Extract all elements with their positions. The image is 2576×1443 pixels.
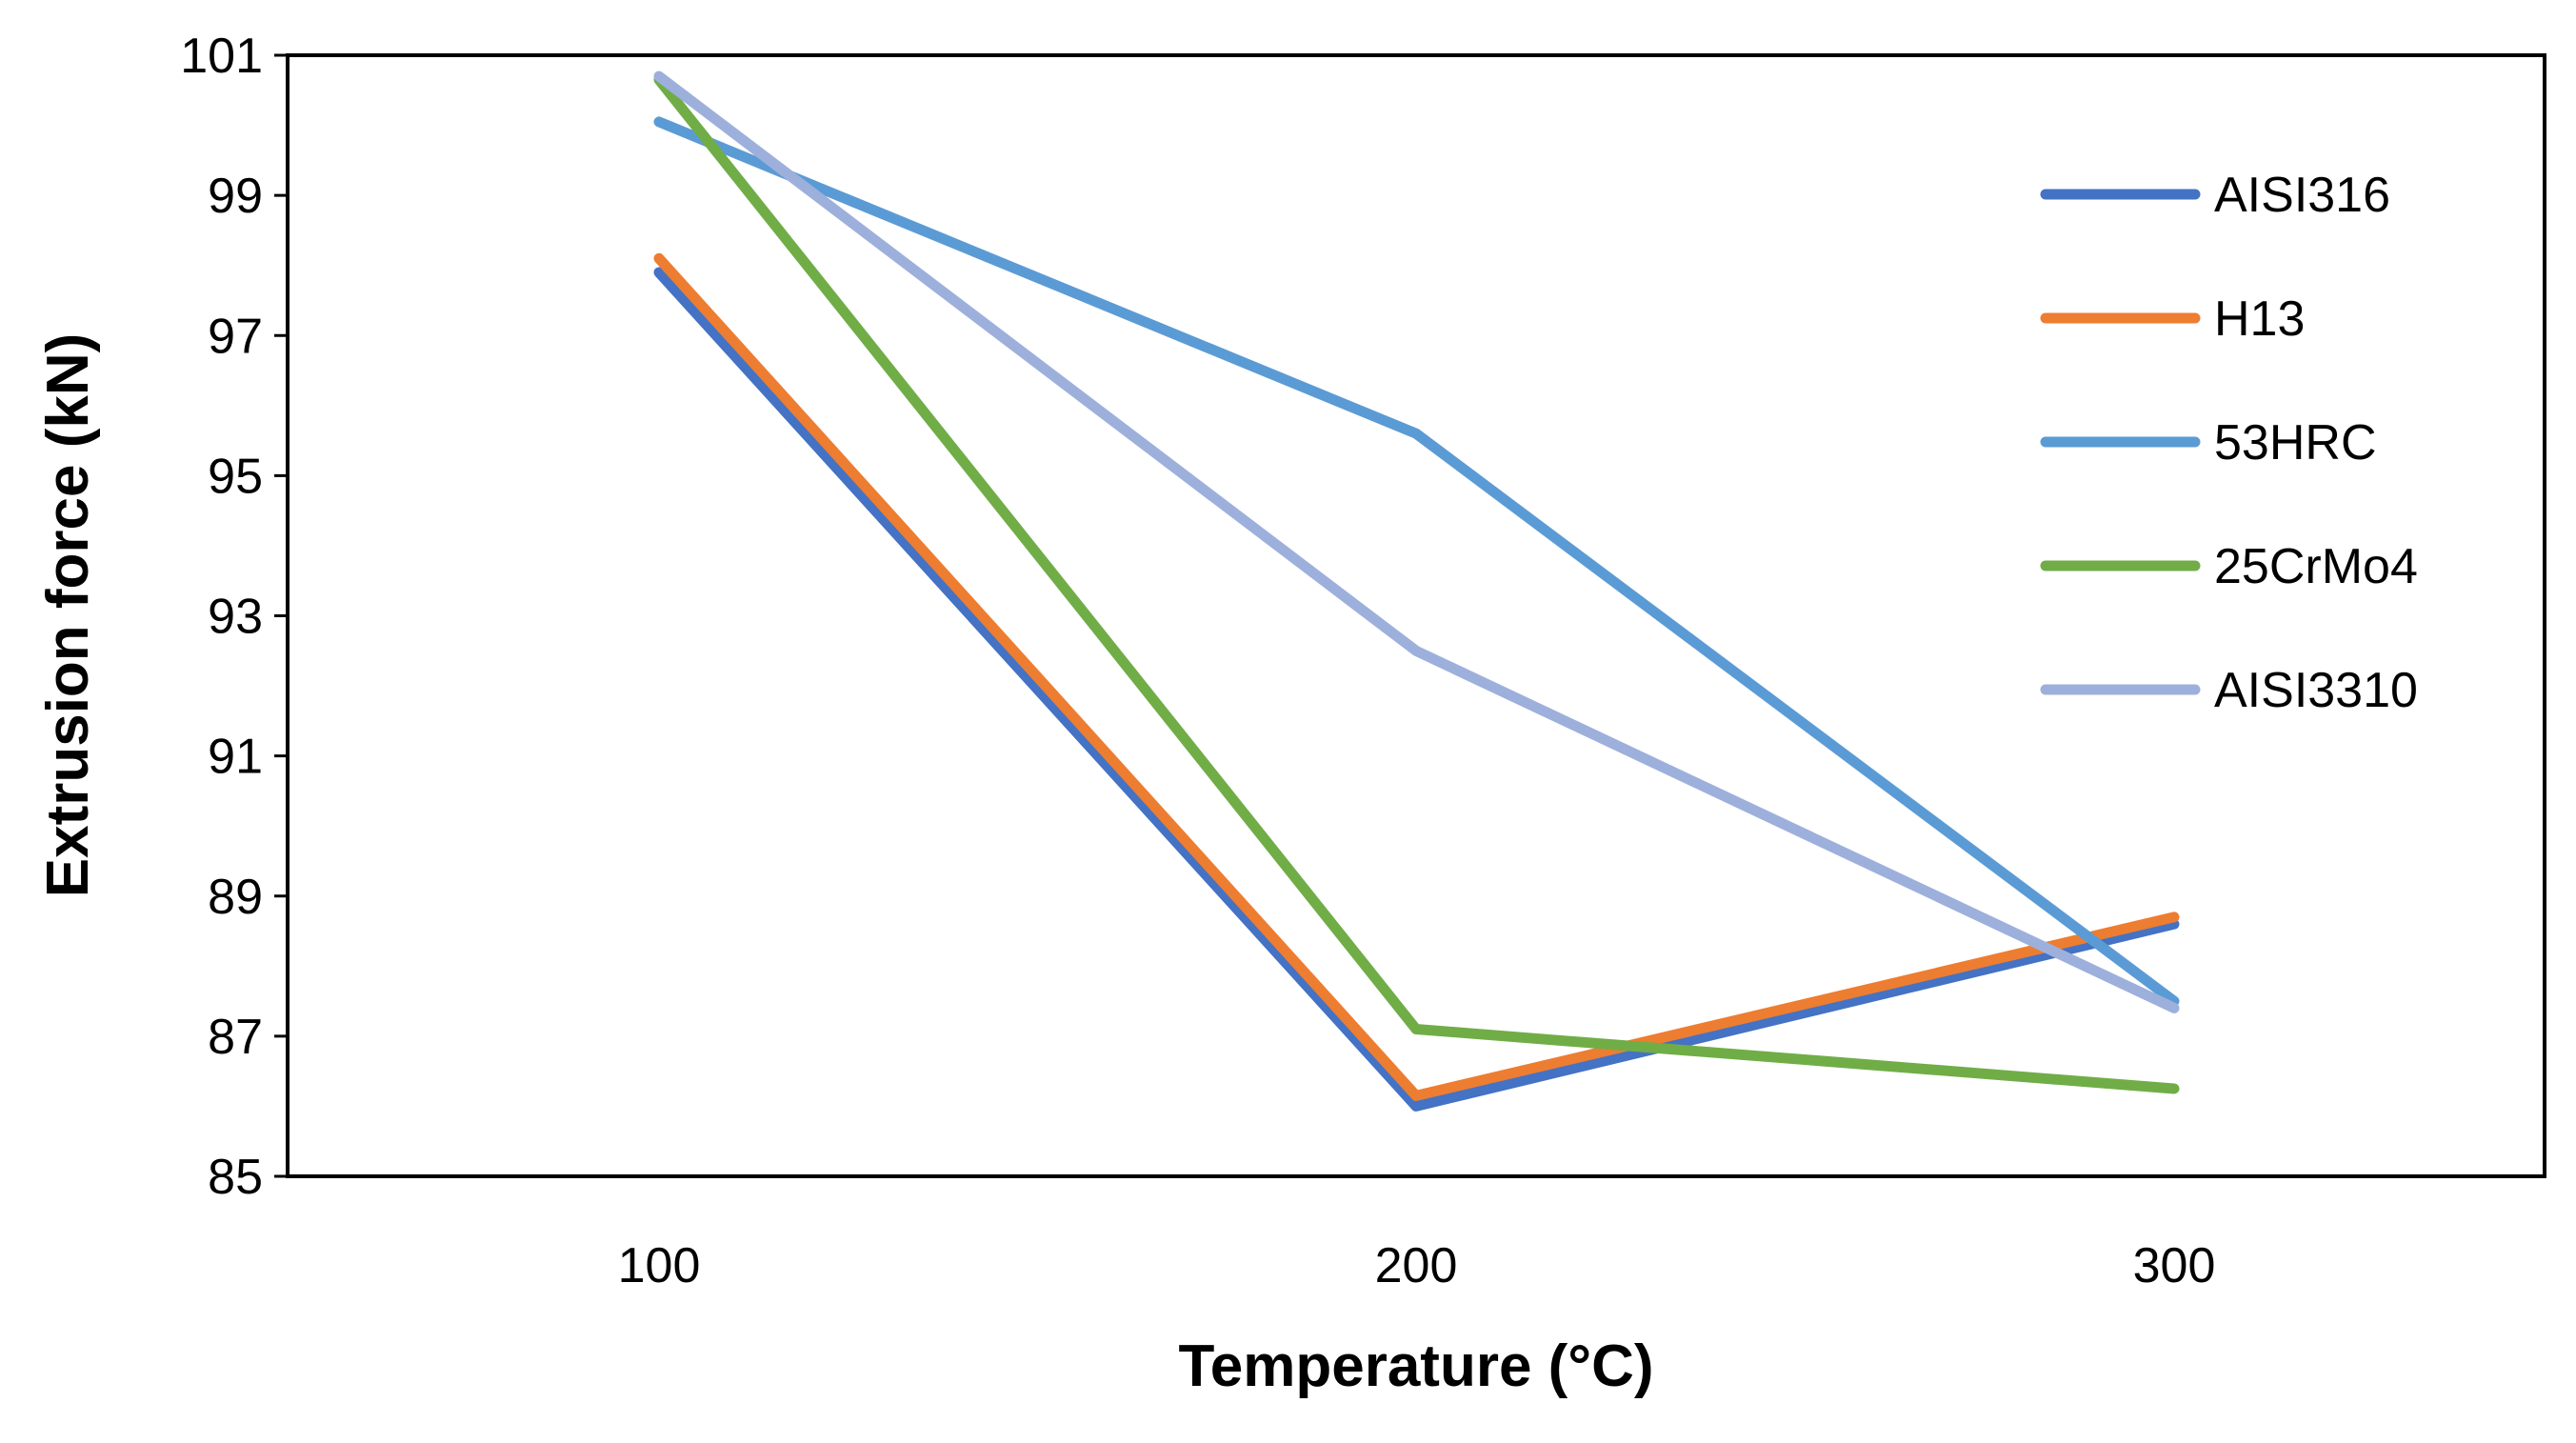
series-lines xyxy=(653,70,2180,1112)
data-point-53hrc xyxy=(2173,1000,2175,1003)
data-point-aisi3310 xyxy=(658,75,660,78)
x-tick-label: 300 xyxy=(2133,1238,2216,1293)
data-point-25crmo4 xyxy=(1415,1028,1417,1031)
y-tick-label: 99 xyxy=(208,169,263,224)
y-tick-label: 87 xyxy=(208,1010,263,1065)
legend: AISI316 H13 53HRC 25CrMo4 AISI3310 xyxy=(2040,168,2418,718)
y-tick-label: 85 xyxy=(208,1150,263,1205)
data-point-h13 xyxy=(658,257,660,260)
legend-label-25crmo4: 25CrMo4 xyxy=(2214,539,2418,594)
data-point-53hrc xyxy=(658,120,660,123)
y-tick-label: 89 xyxy=(208,870,263,925)
data-point-aisi316 xyxy=(1415,1105,1417,1108)
data-point-53hrc xyxy=(1415,432,1417,435)
legend-label-h13: H13 xyxy=(2214,291,2305,347)
x-tick-label: 200 xyxy=(1375,1238,1458,1293)
y-tick-label: 91 xyxy=(208,730,263,785)
data-point-aisi3310 xyxy=(2173,1007,2175,1010)
data-point-h13 xyxy=(1415,1094,1417,1097)
y-axis-title: Extrusion force (kN) xyxy=(35,333,101,898)
legend-label-53hrc: 53HRC xyxy=(2214,415,2377,471)
data-point-25crmo4 xyxy=(2173,1088,2175,1090)
legend-label-aisi316: AISI316 xyxy=(2214,168,2390,223)
data-point-h13 xyxy=(2173,915,2175,918)
x-tick-label: 100 xyxy=(618,1238,701,1293)
y-axis: 85 87 89 91 93 95 97 99 101 xyxy=(180,29,288,1205)
data-point-aisi316 xyxy=(2173,923,2175,926)
y-tick-label: 93 xyxy=(208,590,263,645)
y-tick-label: 97 xyxy=(208,309,263,364)
data-point-aisi316 xyxy=(658,271,660,273)
y-tick-label: 101 xyxy=(180,29,263,84)
legend-label-aisi3310: AISI3310 xyxy=(2214,663,2418,718)
x-axis: 100 200 300 xyxy=(618,1238,2216,1293)
data-point-aisi3310 xyxy=(1415,650,1417,652)
y-tick-label: 95 xyxy=(208,449,263,504)
x-axis-title: Temperature (°C) xyxy=(1178,1333,1653,1399)
